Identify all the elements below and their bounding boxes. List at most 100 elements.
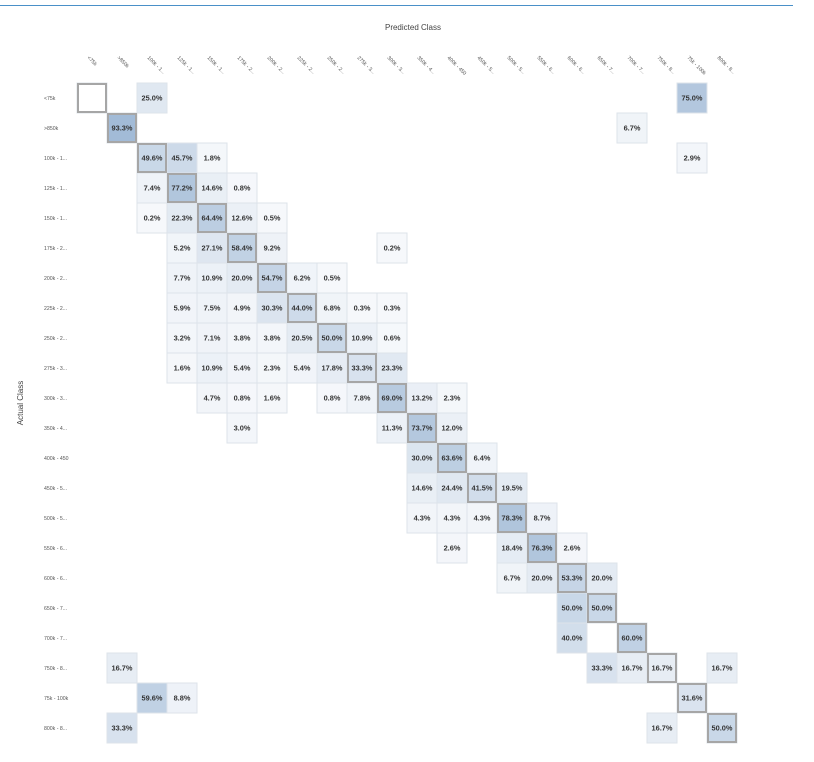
- y-axis-title: Actual Class: [16, 381, 25, 425]
- cell-value-label: 11.3%: [382, 424, 403, 433]
- cell-value-label: 45.7%: [172, 154, 193, 163]
- heatmap-cell: [496, 562, 528, 594]
- diagonal-cell-outline: [467, 473, 497, 503]
- cell-value-label: 49.6%: [142, 154, 163, 163]
- heatmap-cell: [196, 202, 228, 234]
- diagonal-cell-outline: [227, 233, 257, 263]
- diagonal-cell-outline: [707, 713, 737, 743]
- cell-value-label: 30.0%: [412, 454, 433, 463]
- cell-value-label: 16.7%: [652, 664, 673, 673]
- x-tick-label: >850k: [116, 55, 131, 70]
- heatmap-cell: [316, 382, 348, 414]
- diagonal-cell-outline: [197, 203, 227, 233]
- cell-value-label: 13.2%: [412, 394, 433, 403]
- diagonal-cell-outline: [497, 503, 527, 533]
- cell-value-label: 14.6%: [412, 484, 433, 493]
- cell-value-label: 10.9%: [352, 334, 373, 343]
- cell-value-label: 33.3%: [112, 724, 133, 733]
- x-tick-label: 175k - 2...: [236, 55, 257, 76]
- cell-value-label: 16.7%: [112, 664, 133, 673]
- cell-value-label: 50.0%: [562, 604, 583, 613]
- x-tick-label: 150k - 1...: [206, 55, 227, 76]
- heatmap-cell: [196, 322, 228, 354]
- diagonal-cell-outline: [587, 593, 617, 623]
- cell-value-label: 2.3%: [444, 394, 461, 403]
- y-tick-label: 125k - 1...: [44, 186, 67, 192]
- heatmap-cell: [226, 412, 258, 444]
- heatmap-cell: [406, 502, 438, 534]
- cell-value-label: 3.0%: [234, 424, 251, 433]
- cell-value-label: 2.6%: [564, 544, 581, 553]
- cell-value-label: 0.2%: [384, 244, 401, 253]
- heatmap-cell: [556, 622, 588, 654]
- x-tick-labels: <75k >850k 100k - 1... 125k - 1... 150k - 1.…: [86, 55, 737, 77]
- cell-value-label: 10.9%: [202, 274, 223, 283]
- cell-value-label: 19.5%: [502, 484, 523, 493]
- x-tick-label: 550k - 6...: [536, 55, 557, 76]
- x-tick-label: <75k: [86, 55, 99, 68]
- cell-value-label: 20.0%: [532, 574, 553, 583]
- cell-value-label: 16.7%: [712, 664, 733, 673]
- cell-value-label: 69.0%: [382, 394, 403, 403]
- heatmap-cell: [676, 142, 708, 174]
- cell-value-label: 8.7%: [534, 514, 551, 523]
- diagonal-cell-outline: [647, 653, 677, 683]
- cell-value-label: 5.2%: [174, 244, 191, 253]
- cell-value-label: 0.8%: [234, 394, 251, 403]
- diagonal-cell-outline: [617, 623, 647, 653]
- cell-value-label: 78.3%: [502, 514, 523, 523]
- cell-value-label: 6.2%: [294, 274, 311, 283]
- cell-value-label: 64.4%: [202, 214, 223, 223]
- x-tick-label: 750k - 8...: [656, 55, 677, 76]
- heatmap-cell: [676, 82, 708, 114]
- cell-value-label: 0.5%: [264, 214, 281, 223]
- cell-value-label: 7.4%: [144, 184, 161, 193]
- diagonal-cell-outline: [107, 113, 137, 143]
- diagonal-cell-outline: [347, 353, 377, 383]
- heatmap-cell: [196, 262, 228, 294]
- heatmap-cell: [376, 232, 408, 264]
- heatmap-cell: [166, 682, 198, 714]
- cell-value-label: 75.0%: [682, 94, 703, 103]
- cell-value-label: 0.3%: [384, 304, 401, 313]
- cell-value-label: 16.7%: [622, 664, 643, 673]
- cell-value-label: 12.0%: [442, 424, 463, 433]
- cell-value-label: 1.8%: [204, 154, 221, 163]
- cell-value-label: 1.6%: [264, 394, 281, 403]
- cell-value-label: 17.8%: [322, 364, 343, 373]
- diagonal-cell-outline: [167, 173, 197, 203]
- cell-value-label: 33.3%: [592, 664, 613, 673]
- y-tick-label: 400k - 450: [44, 456, 69, 462]
- heatmap-cell: [256, 262, 288, 294]
- cell-value-label: 27.1%: [202, 244, 223, 253]
- heatmap-cell: [196, 352, 228, 384]
- y-tick-label: 350k - 4...: [44, 426, 67, 432]
- cell-value-label: 0.5%: [324, 274, 341, 283]
- heatmap-cell: [466, 502, 498, 534]
- cell-value-label: 3.8%: [234, 334, 251, 343]
- y-tick-label: 800k - 8...: [44, 726, 67, 732]
- cell-value-label: 77.2%: [172, 184, 193, 193]
- heatmap-cell: [376, 382, 408, 414]
- cell-value-label: 2.9%: [684, 154, 701, 163]
- heatmap-cell: [166, 292, 198, 324]
- cell-value-label: 10.9%: [202, 364, 223, 373]
- x-tick-label: 250k - 2...: [326, 55, 347, 76]
- heatmap-cell: [106, 712, 138, 744]
- heatmap-cell: [526, 562, 558, 594]
- y-tick-label: 300k - 3...: [44, 396, 67, 402]
- cell-value-label: 6.4%: [474, 454, 491, 463]
- cell-value-label: 58.4%: [232, 244, 253, 253]
- cell-value-label: 7.7%: [174, 274, 191, 283]
- x-tick-label: 225k - 2...: [296, 55, 317, 76]
- heatmap-cell: [556, 532, 588, 564]
- cell-value-label: 7.8%: [354, 394, 371, 403]
- x-tick-label: 800k - 8...: [716, 55, 737, 76]
- y-tick-label: 75k - 100k: [44, 696, 69, 702]
- cell-value-label: 23.3%: [382, 364, 403, 373]
- y-tick-label: 600k - 6...: [44, 576, 67, 582]
- y-tick-label: 250k - 2...: [44, 336, 67, 342]
- x-tick-label: 75k - 100k: [686, 55, 708, 77]
- cell-value-label: 25.0%: [142, 94, 163, 103]
- heatmap-cell: [286, 352, 318, 384]
